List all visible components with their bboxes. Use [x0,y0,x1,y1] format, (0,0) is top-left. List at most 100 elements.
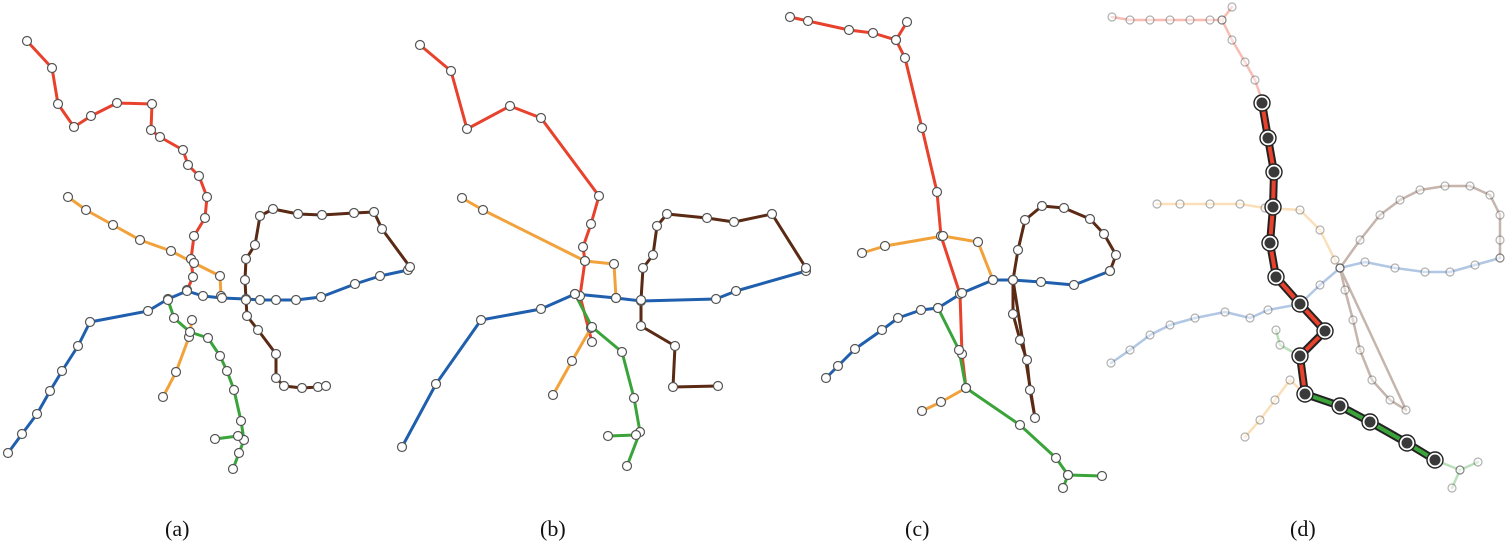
station-node [577,241,589,253]
station-node [802,15,814,27]
station-node [1165,15,1175,25]
station-node [608,258,620,270]
station-node [186,314,198,326]
caption-c: (c) [905,516,930,541]
station-node [1315,225,1325,235]
station-node [348,207,360,219]
station-node [1420,267,1430,277]
station-node [1035,276,1047,288]
station-node [111,97,123,109]
station-node [1470,260,1480,270]
station-node [232,430,244,442]
station-node [188,230,200,242]
station-node [856,247,868,259]
station-node [1485,190,1495,200]
station-node [1106,358,1116,368]
station-node [1271,325,1281,335]
station-node [593,190,605,202]
station-node [915,304,927,316]
station-node [1270,395,1280,405]
station-node [1335,263,1345,273]
station-node [1447,483,1457,493]
station-node [1145,330,1155,340]
station-node [579,255,591,267]
station-node [1007,308,1019,320]
caption-b: (b) [540,516,566,541]
station-node [1217,15,1227,25]
station-node [1495,253,1505,263]
station-node [1098,228,1110,240]
station-node [535,303,547,315]
station-node [290,294,302,306]
station-node [1245,313,1255,323]
station-node [316,209,328,221]
station-node [134,234,146,246]
station-node [899,52,911,64]
station-node [1227,35,1237,45]
station-node [1205,199,1215,209]
station-node [278,380,290,392]
station-node [21,35,33,47]
station-node [72,340,84,352]
station-node [1255,415,1265,425]
station-node [349,278,361,290]
station-node [1050,452,1062,464]
highlighted-station-node [1429,454,1441,466]
station-node [56,365,68,377]
station-node [16,428,28,440]
station-node [165,245,177,257]
station-node [187,271,199,283]
station-node [1152,199,1162,209]
route-orange-line [1155,202,1342,270]
station-node [162,294,174,306]
station-node [585,218,597,230]
station-node [890,34,902,46]
highlighted-station-node [1267,201,1279,213]
highlighted-station-node [1294,298,1306,310]
station-node [1285,375,1295,385]
station-node [1145,15,1155,25]
station-node [315,291,327,303]
station-node [843,24,855,36]
station-node [635,320,647,332]
station-node [414,39,426,51]
station-node [935,396,947,408]
station-node [2,447,14,459]
route-red-line [25,39,209,292]
station-node [879,240,891,252]
station-node [270,372,282,384]
station-node [1495,210,1505,220]
station-node [1220,307,1230,317]
station-node [44,385,56,397]
station-node [1440,181,1450,191]
panel-d-metro-map [1106,2,1505,493]
station-node [1165,320,1175,330]
station-node [1205,15,1215,25]
station-node [1036,200,1048,212]
station-node [475,314,487,326]
station-node [1217,15,1227,25]
station-node [712,380,724,392]
highlighted-route-line [1260,101,1327,396]
station-node [249,239,261,251]
station-node [1465,181,1475,191]
station-node [1455,465,1465,475]
station-node [177,144,189,156]
highlighted-station-node [1401,437,1413,449]
caption-d: (d) [1290,516,1316,541]
station-node [376,223,388,235]
station-node [296,382,308,394]
station-node [1263,305,1273,315]
station-node [168,312,180,324]
station-node [651,220,663,232]
station-node [876,324,888,336]
caption-a: (a) [165,516,190,541]
station-node [1455,465,1465,475]
station-node [1227,2,1237,12]
station-node [621,460,633,472]
highlighted-station-node [1270,271,1282,283]
station-node [199,212,211,224]
station-node [931,186,943,198]
station-node [1185,15,1195,25]
